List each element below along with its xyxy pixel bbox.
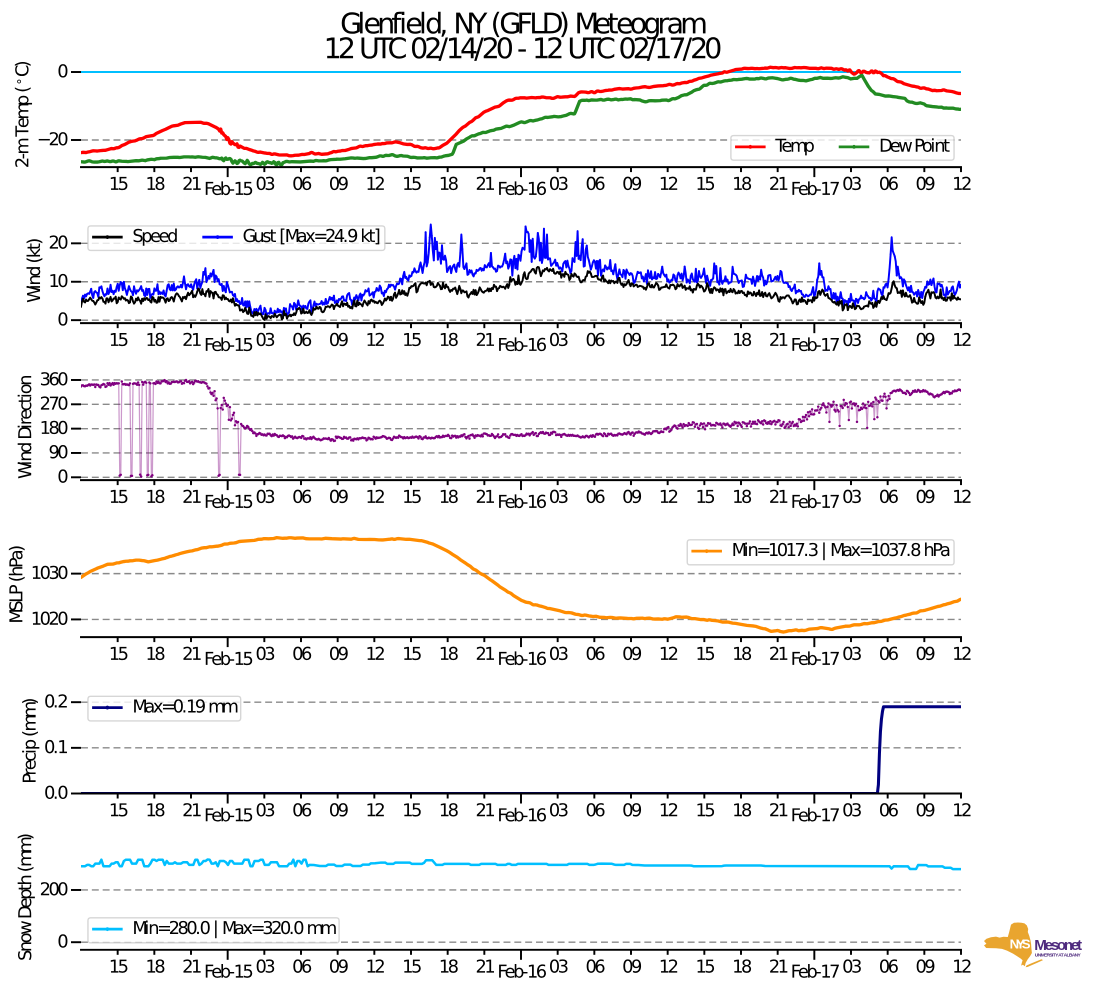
svg-text:Mesonet: Mesonet: [1034, 937, 1082, 954]
svg-text:NYS: NYS: [1010, 937, 1031, 952]
svg-text:UNIVERSITY AT ALBANY: UNIVERSITY AT ALBANY: [1035, 952, 1082, 958]
